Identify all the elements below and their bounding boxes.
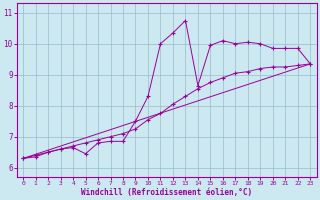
- X-axis label: Windchill (Refroidissement éolien,°C): Windchill (Refroidissement éolien,°C): [81, 188, 252, 197]
